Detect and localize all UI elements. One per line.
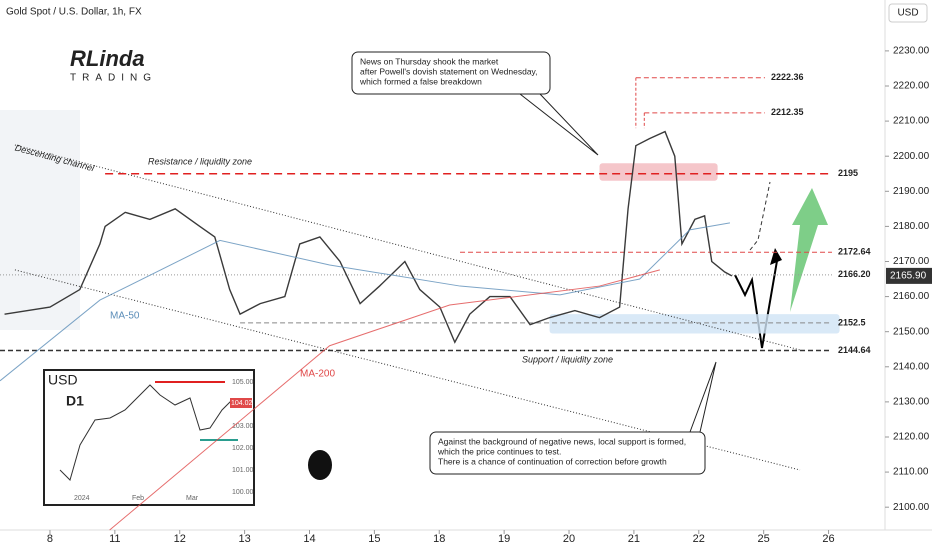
inset-line [59, 384, 233, 481]
y-tick-label: 2130.00 [893, 397, 930, 408]
zone-label: Resistance / liquidity zone [148, 156, 252, 166]
cat-icon [308, 450, 332, 480]
last-price-label: 2165.90 [890, 271, 927, 282]
callout-pointer [519, 93, 599, 156]
inset-y-label: 103.00 [232, 423, 254, 430]
chart-title: Gold Spot / U.S. Dollar, 1h, FX [6, 7, 142, 18]
logo-sub: TRADING [70, 73, 157, 84]
inset-currency: USD [48, 372, 78, 388]
moving-average [109, 269, 660, 531]
x-tick-label: 26 [822, 533, 834, 545]
callout-pointer [689, 361, 717, 433]
currency: USD [897, 8, 918, 19]
inset-x-label: 2024 [74, 495, 90, 502]
inset-price-box [230, 398, 252, 408]
projection-dashed [749, 181, 771, 251]
y-tick-label: 2160.00 [893, 291, 930, 302]
y-tick-label: 2150.00 [893, 326, 930, 337]
y-tick-label: 2110.00 [893, 467, 929, 478]
inset-frame [43, 369, 255, 506]
x-tick-label: 18 [433, 533, 445, 545]
callout-text: There is a chance of continuation of cor… [438, 456, 667, 466]
legend-label: MA-50 [110, 311, 140, 322]
moving-average [0, 222, 731, 382]
y-tick-label: 2190.00 [893, 186, 930, 197]
zone-label: Support / liquidity zone [522, 354, 613, 364]
callout-text: after Powell's dovish statement on Wedne… [360, 66, 538, 76]
channel-line [14, 144, 801, 351]
inset-y-label: 100.00 [232, 489, 254, 496]
x-tick-label: 11 [109, 533, 120, 545]
projection-arrowhead [770, 248, 782, 265]
x-tick-label: 12 [174, 533, 186, 545]
growth-arrow [790, 188, 828, 312]
x-tick-label: 25 [758, 533, 770, 545]
x-tick-label: 13 [238, 533, 250, 545]
inset-chart: USD D1 105.00 103.00 102.00 101.00 100.00 104… [43, 369, 255, 506]
x-tick-label: 20 [563, 533, 575, 545]
y-tick-label: 2220.00 [893, 81, 930, 92]
last-price-box [886, 267, 932, 284]
inset-y-label: 102.00 [232, 445, 254, 452]
callout [429, 431, 706, 475]
level-label: 2212.35 [771, 107, 804, 117]
logo: RLinda [70, 46, 145, 71]
callout-text: Against the background of negative news,… [438, 436, 686, 446]
x-tick-label: 15 [368, 533, 380, 545]
inset-price: 104.02 [231, 400, 253, 407]
y-tick-label: 2200.00 [893, 151, 930, 162]
y-tick-label: 2180.00 [893, 221, 930, 232]
inset-y-label: 105.00 [232, 379, 254, 386]
level-label: 2166.20 [838, 269, 871, 279]
inset-y-label: 101.00 [232, 467, 254, 474]
inset-x-label: Feb [132, 495, 144, 502]
callout [351, 51, 551, 95]
inset-x-label: Mar [186, 495, 199, 502]
y-tick-label: 2170.00 [893, 256, 930, 267]
x-tick-label: 21 [628, 533, 640, 545]
y-tick-label: 2230.00 [893, 46, 930, 57]
callout-text: which the price continues to test. [437, 446, 561, 456]
y-tick-label: 2100.00 [893, 502, 930, 513]
price-line [4, 130, 733, 344]
zone [599, 163, 718, 181]
level-label: 2195 [838, 168, 858, 178]
currency-button[interactable] [888, 3, 928, 23]
legend-label: MA-200 [300, 369, 335, 380]
level-label: 2222.36 [771, 72, 804, 82]
level-label: 2172.64 [838, 247, 871, 257]
y-tick-label: 2120.00 [893, 432, 930, 443]
callout-text: which formed a false breakdown [359, 76, 482, 86]
inset-timeframe: D1 [66, 393, 84, 409]
x-tick-label: 8 [47, 533, 53, 545]
callout-text: News on Thursday shook the market [360, 56, 499, 66]
y-tick-label: 2210.00 [893, 116, 930, 127]
volume-profile [0, 110, 80, 330]
x-tick-label: 19 [498, 533, 510, 545]
x-tick-label: 14 [303, 533, 315, 545]
y-tick-label: 2140.00 [893, 361, 930, 372]
level-label: 2152.5 [838, 317, 866, 327]
x-tick-label: 22 [693, 533, 705, 545]
level-label: 2144.64 [838, 345, 871, 355]
zone [549, 314, 840, 334]
